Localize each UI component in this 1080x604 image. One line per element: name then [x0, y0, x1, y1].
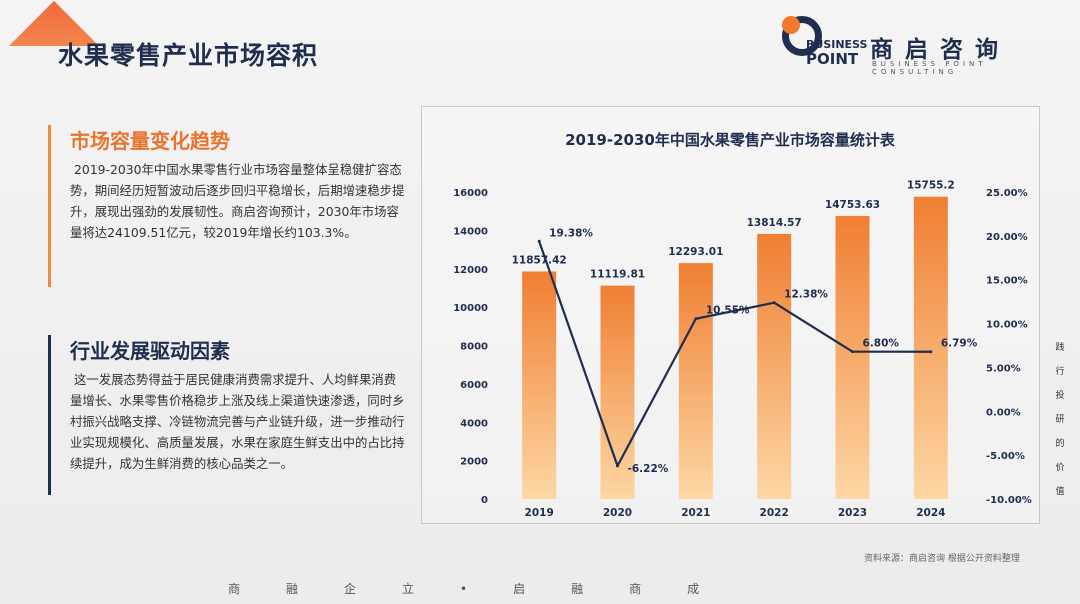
growth-value-label: 6.79% — [941, 338, 978, 350]
page-title: 水果零售产业市场容积 — [58, 41, 319, 70]
bar-value-label: 14753.63 — [825, 199, 880, 211]
section-accent-bar — [48, 335, 51, 495]
logo-chinese-name: 商启咨询 — [870, 37, 1010, 63]
bar — [522, 271, 557, 499]
side-note-char: 践 — [1055, 343, 1065, 353]
side-note-char: 行 — [1055, 367, 1065, 377]
y-tick-label: 10000 — [453, 303, 488, 314]
section-text: 这一发展态势得益于居民健康消费需求提升、人均鲜果消费量增长、水果零售价格稳步上涨… — [70, 372, 405, 471]
side-note-char: 值 — [1055, 487, 1065, 497]
y2-tick-label: 25.00% — [986, 188, 1028, 199]
x-tick-label: 2019 — [525, 507, 554, 519]
section-text: 2019-2030年中国水果零售行业市场容量整体呈稳健扩容态势，期间经历短暂波动… — [70, 162, 405, 240]
growth-line — [538, 240, 931, 467]
growth-point — [772, 301, 776, 305]
growth-point — [537, 239, 541, 243]
section-title: 行业发展驱动因素 — [70, 339, 230, 363]
growth-point — [616, 464, 619, 468]
y-tick-label: 14000 — [453, 226, 488, 237]
x-tick-label: 2023 — [838, 507, 867, 519]
logo-ring-icon — [782, 16, 822, 56]
footer-slogan: 商融企立•启融商成 — [228, 582, 746, 596]
x-tick-label: 2021 — [681, 507, 710, 519]
side-note: 践 行 投 研 的 价 值 — [1052, 336, 1068, 504]
side-note-char: 投 — [1055, 391, 1065, 401]
y2-tick-label: 15.00% — [986, 276, 1028, 287]
bar — [757, 233, 792, 500]
y-tick-label: 4000 — [460, 418, 488, 429]
y-tick-label: 16000 — [453, 188, 488, 199]
x-tick-label: 2020 — [603, 507, 632, 519]
growth-value-label: -6.22% — [628, 463, 669, 475]
growth-point — [851, 350, 854, 354]
bar-value-label: 15755.2 — [907, 180, 955, 192]
x-tick-label: 2022 — [760, 507, 789, 519]
chart-title: 2019-2030年中国水果零售产业市场容量统计表 — [565, 131, 896, 149]
bar-value-label: 11119.81 — [590, 269, 645, 281]
y2-tick-label: 20.00% — [986, 232, 1028, 243]
section-accent-bar — [48, 125, 51, 287]
side-note-char: 价 — [1055, 463, 1065, 473]
bar-value-label: 13814.57 — [747, 217, 802, 229]
data-source: 资料来源：商启咨询 根据公开资料整理 — [864, 554, 1020, 564]
growth-point — [929, 350, 933, 354]
side-note-char: 的 — [1055, 439, 1065, 449]
y2-tick-label: 5.00% — [986, 363, 1021, 374]
bar — [835, 215, 870, 499]
growth-value-label: 6.80% — [863, 338, 900, 350]
growth-value-label: 10.55% — [706, 305, 750, 317]
y2-tick-label: 0.00% — [986, 407, 1021, 418]
chart-panel: 2019-2030年中国水果零售产业市场容量统计表 0 2000 4000 6000 80… — [421, 106, 1040, 524]
market-size-chart: 2019-2030年中国水果零售产业市场容量统计表 0 2000 4000 6000 80… — [453, 131, 1032, 519]
bar — [678, 263, 713, 499]
growth-point — [694, 317, 698, 321]
side-note-char: 研 — [1055, 415, 1065, 425]
y-tick-label: 12000 — [453, 265, 488, 276]
y-tick-label: 6000 — [460, 380, 488, 391]
bar-value-label: 11857.42 — [512, 254, 567, 266]
y-tick-label: 2000 — [460, 457, 488, 468]
bar — [913, 196, 948, 500]
logo-word-business: BUSINESS — [806, 38, 868, 51]
y2-tick-label: 10.00% — [986, 320, 1028, 331]
y-tick-label: 0 — [481, 495, 488, 506]
company-logo: BUSINESS POINT 商启咨询 BUSINESS POINT CONSU… — [782, 16, 1062, 76]
y2-tick-label: -10.00% — [986, 495, 1032, 506]
section-title: 市场容量变化趋势 — [70, 129, 230, 153]
y2-tick-label: -5.00% — [986, 451, 1025, 462]
bar-value-label: 12293.01 — [668, 246, 723, 258]
logo-word-point: POINT — [806, 50, 859, 68]
growth-value-label: 12.38% — [784, 289, 828, 301]
x-tick-label: 2024 — [916, 507, 945, 519]
y-tick-label: 8000 — [460, 342, 488, 353]
logo-english-name: BUSINESS POINT CONSULTING — [872, 60, 987, 76]
growth-value-label: 19.38% — [549, 227, 593, 239]
